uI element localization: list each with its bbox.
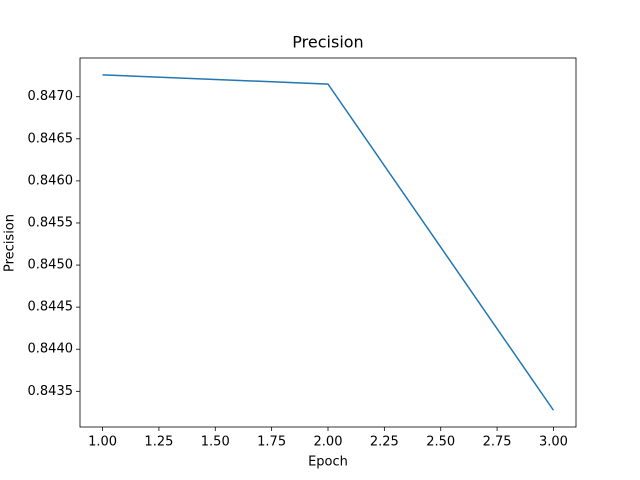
x-tick-label: 2.00 [314,435,343,450]
x-axis-label: Epoch [308,455,348,470]
data-line [102,74,555,411]
x-tick-label: 2.50 [426,435,455,450]
x-tick-label: 1.75 [257,435,286,450]
y-tick-label: 0.8445 [28,300,74,315]
y-tick-label: 0.8450 [28,258,74,273]
chart-title: Precision [292,33,363,52]
x-tick-label: 2.75 [483,435,512,450]
y-tick-label: 0.8470 [28,89,74,104]
y-tick-label: 0.8460 [28,173,74,188]
x-tick-label: 1.50 [201,435,230,450]
x-tick-label: 1.25 [144,435,173,450]
x-tick-label: 3.00 [539,435,568,450]
y-tick-label: 0.8435 [28,384,74,399]
y-tick-label: 0.8465 [28,131,74,146]
plot-frame [79,57,577,428]
x-tick-label: 2.25 [370,435,399,450]
y-tick-label: 0.8455 [28,215,74,230]
y-axis-label: Precision [3,214,18,272]
x-tick-label: 1.00 [88,435,117,450]
y-tick-label: 0.8440 [28,342,74,357]
